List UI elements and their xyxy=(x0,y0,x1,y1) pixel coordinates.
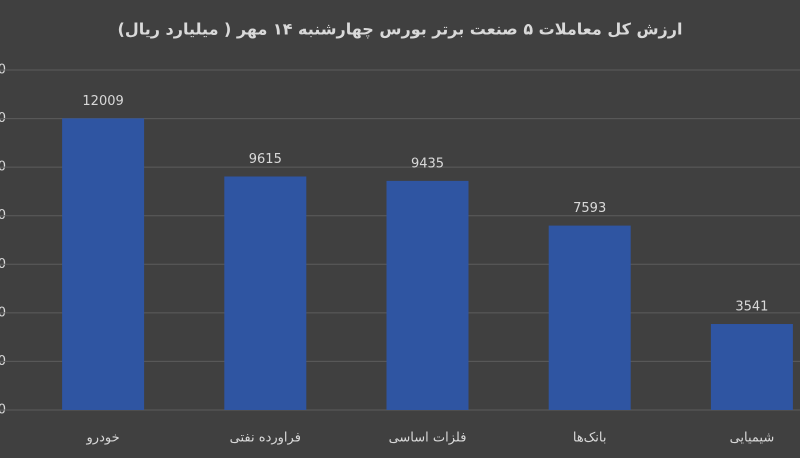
data-label: 12009 xyxy=(82,94,123,109)
data-label: 3541 xyxy=(735,300,768,315)
x-tick-label: خودرو xyxy=(86,431,120,446)
x-tick-label: بانک‌ها xyxy=(573,431,607,446)
data-label: 9435 xyxy=(411,156,444,171)
x-tick-label: فراورده نفتی xyxy=(230,431,301,446)
bar xyxy=(386,180,469,410)
bar xyxy=(62,118,145,411)
data-label: 9615 xyxy=(249,152,282,167)
x-tick-label: شیمیایی xyxy=(730,431,775,446)
x-tick-label: فلزات اساسی xyxy=(389,431,467,446)
chart-title: ارزش کل معاملات ۵ صنعت برتر بورس چهارشنب… xyxy=(118,20,683,40)
bar xyxy=(224,176,307,410)
data-label: 7593 xyxy=(573,201,606,216)
bar xyxy=(548,225,631,410)
bar xyxy=(710,324,793,410)
